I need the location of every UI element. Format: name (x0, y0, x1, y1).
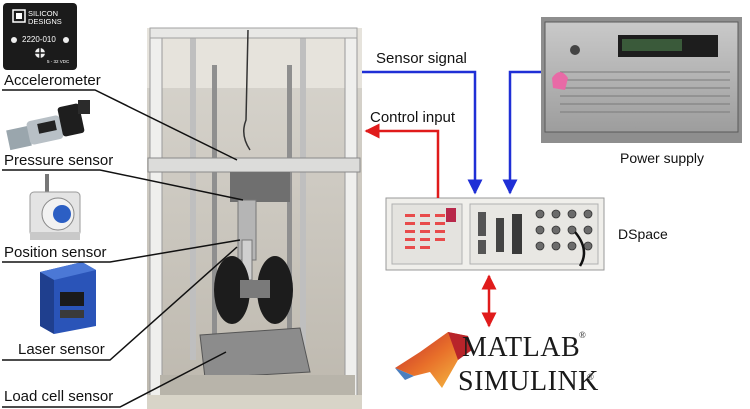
sensor-signal-arrows (362, 70, 541, 195)
dspace-label: DSpace (618, 226, 668, 242)
accelerometer-label: Accelerometer (4, 72, 101, 89)
laser-sensor-label: Laser sensor (18, 341, 105, 358)
pressure-sensor-label: Pressure sensor (4, 152, 114, 169)
accelerometer-model: 2220-010 (22, 35, 56, 44)
position-sensor-photo (29, 174, 81, 240)
accelerometer-photo: SILICON DESIGNS 2220-010 5 - 32 VDC (3, 3, 77, 70)
power-supply-label: Power supply (620, 150, 705, 166)
matlab-registered-mark: ® (579, 330, 587, 340)
matlab-wordmark: MATLAB (462, 332, 581, 363)
load-cell-pointer (2, 351, 227, 408)
sensor-signal-label: Sensor signal (376, 50, 467, 67)
sensor-signal-arrow (362, 70, 483, 195)
accelerometer-brand-line1: SILICON (28, 9, 58, 18)
sensor-pointer-lines (2, 89, 244, 408)
laser-sensor-photo (40, 262, 96, 334)
power-supply-photo (541, 17, 742, 143)
power-supply-arrow (502, 70, 541, 195)
pressure-sensor-pointer (2, 169, 244, 201)
accelerometer-brand-line2: DESIGNS (28, 17, 62, 26)
laser-sensor-pointer (2, 246, 238, 361)
pressure-sensor-photo (6, 100, 90, 151)
simulink-wordmark: SIMULINK (458, 366, 599, 397)
load-cell-sensor-label: Load cell sensor (4, 388, 114, 405)
matlab-logo-icon (395, 332, 472, 388)
control-input-arrows (364, 123, 497, 328)
test-rig-photo (147, 27, 362, 409)
position-sensor-pointer (2, 239, 241, 263)
control-input-label: Control input (370, 109, 456, 126)
control-input-arrow (364, 123, 440, 198)
accelerometer-pointer (2, 89, 238, 161)
simulink-registered-mark: ® (587, 372, 595, 382)
dspace-photo (385, 197, 605, 271)
accelerometer-voltage: 5 - 32 VDC (47, 59, 70, 64)
position-sensor-label: Position sensor (4, 244, 107, 261)
